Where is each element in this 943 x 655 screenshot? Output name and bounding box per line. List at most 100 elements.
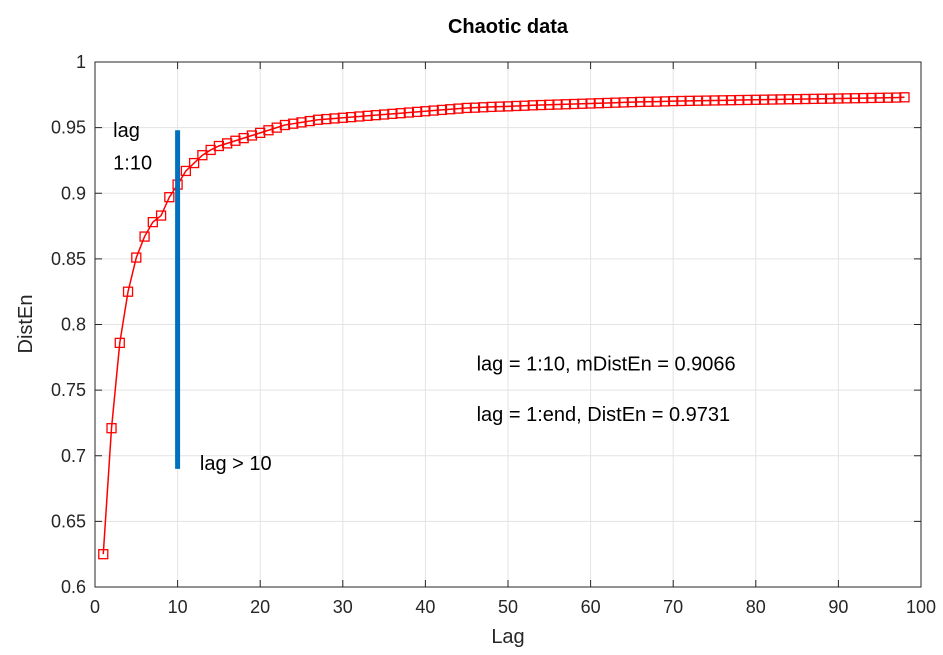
data-point-marker	[758, 94, 770, 105]
data-point-marker	[370, 110, 381, 121]
data-point-marker	[420, 106, 431, 117]
data-point-marker	[238, 132, 249, 144]
annotation-text: lag	[113, 120, 140, 142]
y-tick-label: 0.7	[61, 446, 86, 466]
data-point-marker	[114, 337, 125, 349]
data-point-marker	[387, 108, 398, 119]
data-point-marker	[824, 93, 836, 104]
data-point-marker	[453, 103, 464, 114]
data-point-marker	[874, 92, 885, 103]
x-tick-label: 100	[906, 597, 936, 617]
data-point-marker	[767, 94, 778, 105]
y-tick-label: 0.9	[61, 183, 86, 203]
data-point-marker	[106, 423, 117, 434]
data-point-marker	[833, 93, 844, 104]
data-point-marker	[692, 95, 704, 106]
data-point-marker	[139, 231, 150, 242]
data-point-marker	[816, 93, 828, 104]
data-point-marker	[701, 95, 712, 106]
data-point-marker	[436, 104, 448, 116]
data-point-marker	[750, 94, 761, 105]
data-point-marker	[725, 95, 737, 106]
data-point-marker	[222, 138, 233, 149]
y-tick-label: 0.65	[51, 511, 86, 531]
data-point-marker	[891, 92, 902, 103]
data-point-marker	[734, 94, 745, 106]
x-tick-label: 60	[581, 597, 601, 617]
data-point-marker	[849, 93, 861, 104]
data-point-marker	[552, 99, 563, 110]
annotation-text: 1:10	[113, 153, 152, 175]
data-point-marker	[841, 93, 852, 104]
data-point-marker	[659, 96, 671, 107]
data-point-marker	[403, 107, 415, 118]
y-tick-label: 0.6	[61, 577, 86, 597]
data-point-marker	[188, 157, 200, 169]
data-point-marker	[461, 102, 472, 114]
data-point-marker	[155, 210, 167, 221]
x-tick-label: 90	[828, 597, 848, 617]
data-point-marker	[858, 92, 869, 104]
x-tick-label: 30	[333, 597, 353, 617]
data-point-marker	[866, 92, 877, 104]
data-point-marker	[560, 99, 571, 110]
data-point-marker	[147, 216, 158, 228]
x-tick-label: 70	[663, 597, 683, 617]
y-axis-label: DistEn	[15, 295, 37, 354]
data-point-marker	[469, 102, 481, 113]
data-point-marker	[899, 92, 910, 103]
data-point-marker	[882, 92, 894, 103]
x-tick-label: 10	[168, 597, 188, 617]
axis-ticks: 0 10 20 30 40 50 60 70 80 90 100 0.6 0.65 0.7 0.75 0.8 0…	[51, 52, 936, 617]
annotations-layer: lag 1:10 lag > 10 lag = 1:10, mDistEn = 0.9…	[113, 120, 736, 475]
data-point-marker	[775, 94, 786, 105]
data-point-marker	[354, 111, 365, 122]
data-point-marker	[568, 98, 580, 110]
data-point-marker	[345, 111, 357, 123]
data-point-marker	[668, 95, 679, 107]
data-point-marker	[312, 114, 324, 125]
data-point-marker	[544, 99, 555, 110]
annotation-text: lag = 1:end, DistEn = 0.9731	[477, 404, 731, 426]
x-tick-label: 80	[746, 597, 766, 617]
data-point-marker	[783, 94, 794, 105]
data-point-marker	[478, 102, 489, 113]
data-point-marker	[635, 96, 646, 108]
grid-lines	[95, 62, 921, 587]
data-point-marker	[337, 112, 348, 123]
annotation-text: lag > 10	[200, 453, 272, 475]
x-tick-label: 20	[250, 597, 270, 617]
y-tick-label: 0.8	[61, 315, 86, 335]
x-tick-label: 0	[90, 597, 100, 617]
data-point-marker	[98, 549, 109, 560]
data-point-marker	[164, 192, 175, 203]
data-point-marker	[230, 135, 241, 146]
data-point-marker	[791, 93, 803, 105]
annotation-text: lag = 1:10, mDistEn = 0.9066	[477, 353, 736, 375]
data-point-marker	[131, 252, 142, 263]
data-point-marker	[527, 100, 538, 111]
data-point-marker	[321, 113, 332, 125]
data-point-marker	[271, 122, 282, 133]
data-point-marker	[519, 100, 530, 111]
data-point-marker	[378, 109, 390, 120]
data-point-marker	[395, 108, 406, 119]
data-point-marker	[511, 100, 522, 112]
y-tick-label: 0.85	[51, 249, 86, 269]
x-tick-label: 50	[498, 597, 518, 617]
data-point-marker	[428, 105, 439, 116]
data-point-marker	[502, 101, 514, 112]
data-point-marker	[362, 110, 373, 121]
data-point-marker	[585, 98, 596, 109]
y-tick-label: 1	[76, 52, 86, 72]
data-point-marker	[494, 101, 505, 112]
data-point-marker	[593, 98, 605, 109]
data-point-marker	[263, 125, 274, 136]
data-point-marker	[255, 127, 266, 139]
data-point-marker	[296, 117, 307, 128]
x-tick-label: 40	[415, 597, 435, 617]
data-point-marker	[684, 95, 695, 106]
chart-title: Chaotic data	[448, 16, 569, 38]
